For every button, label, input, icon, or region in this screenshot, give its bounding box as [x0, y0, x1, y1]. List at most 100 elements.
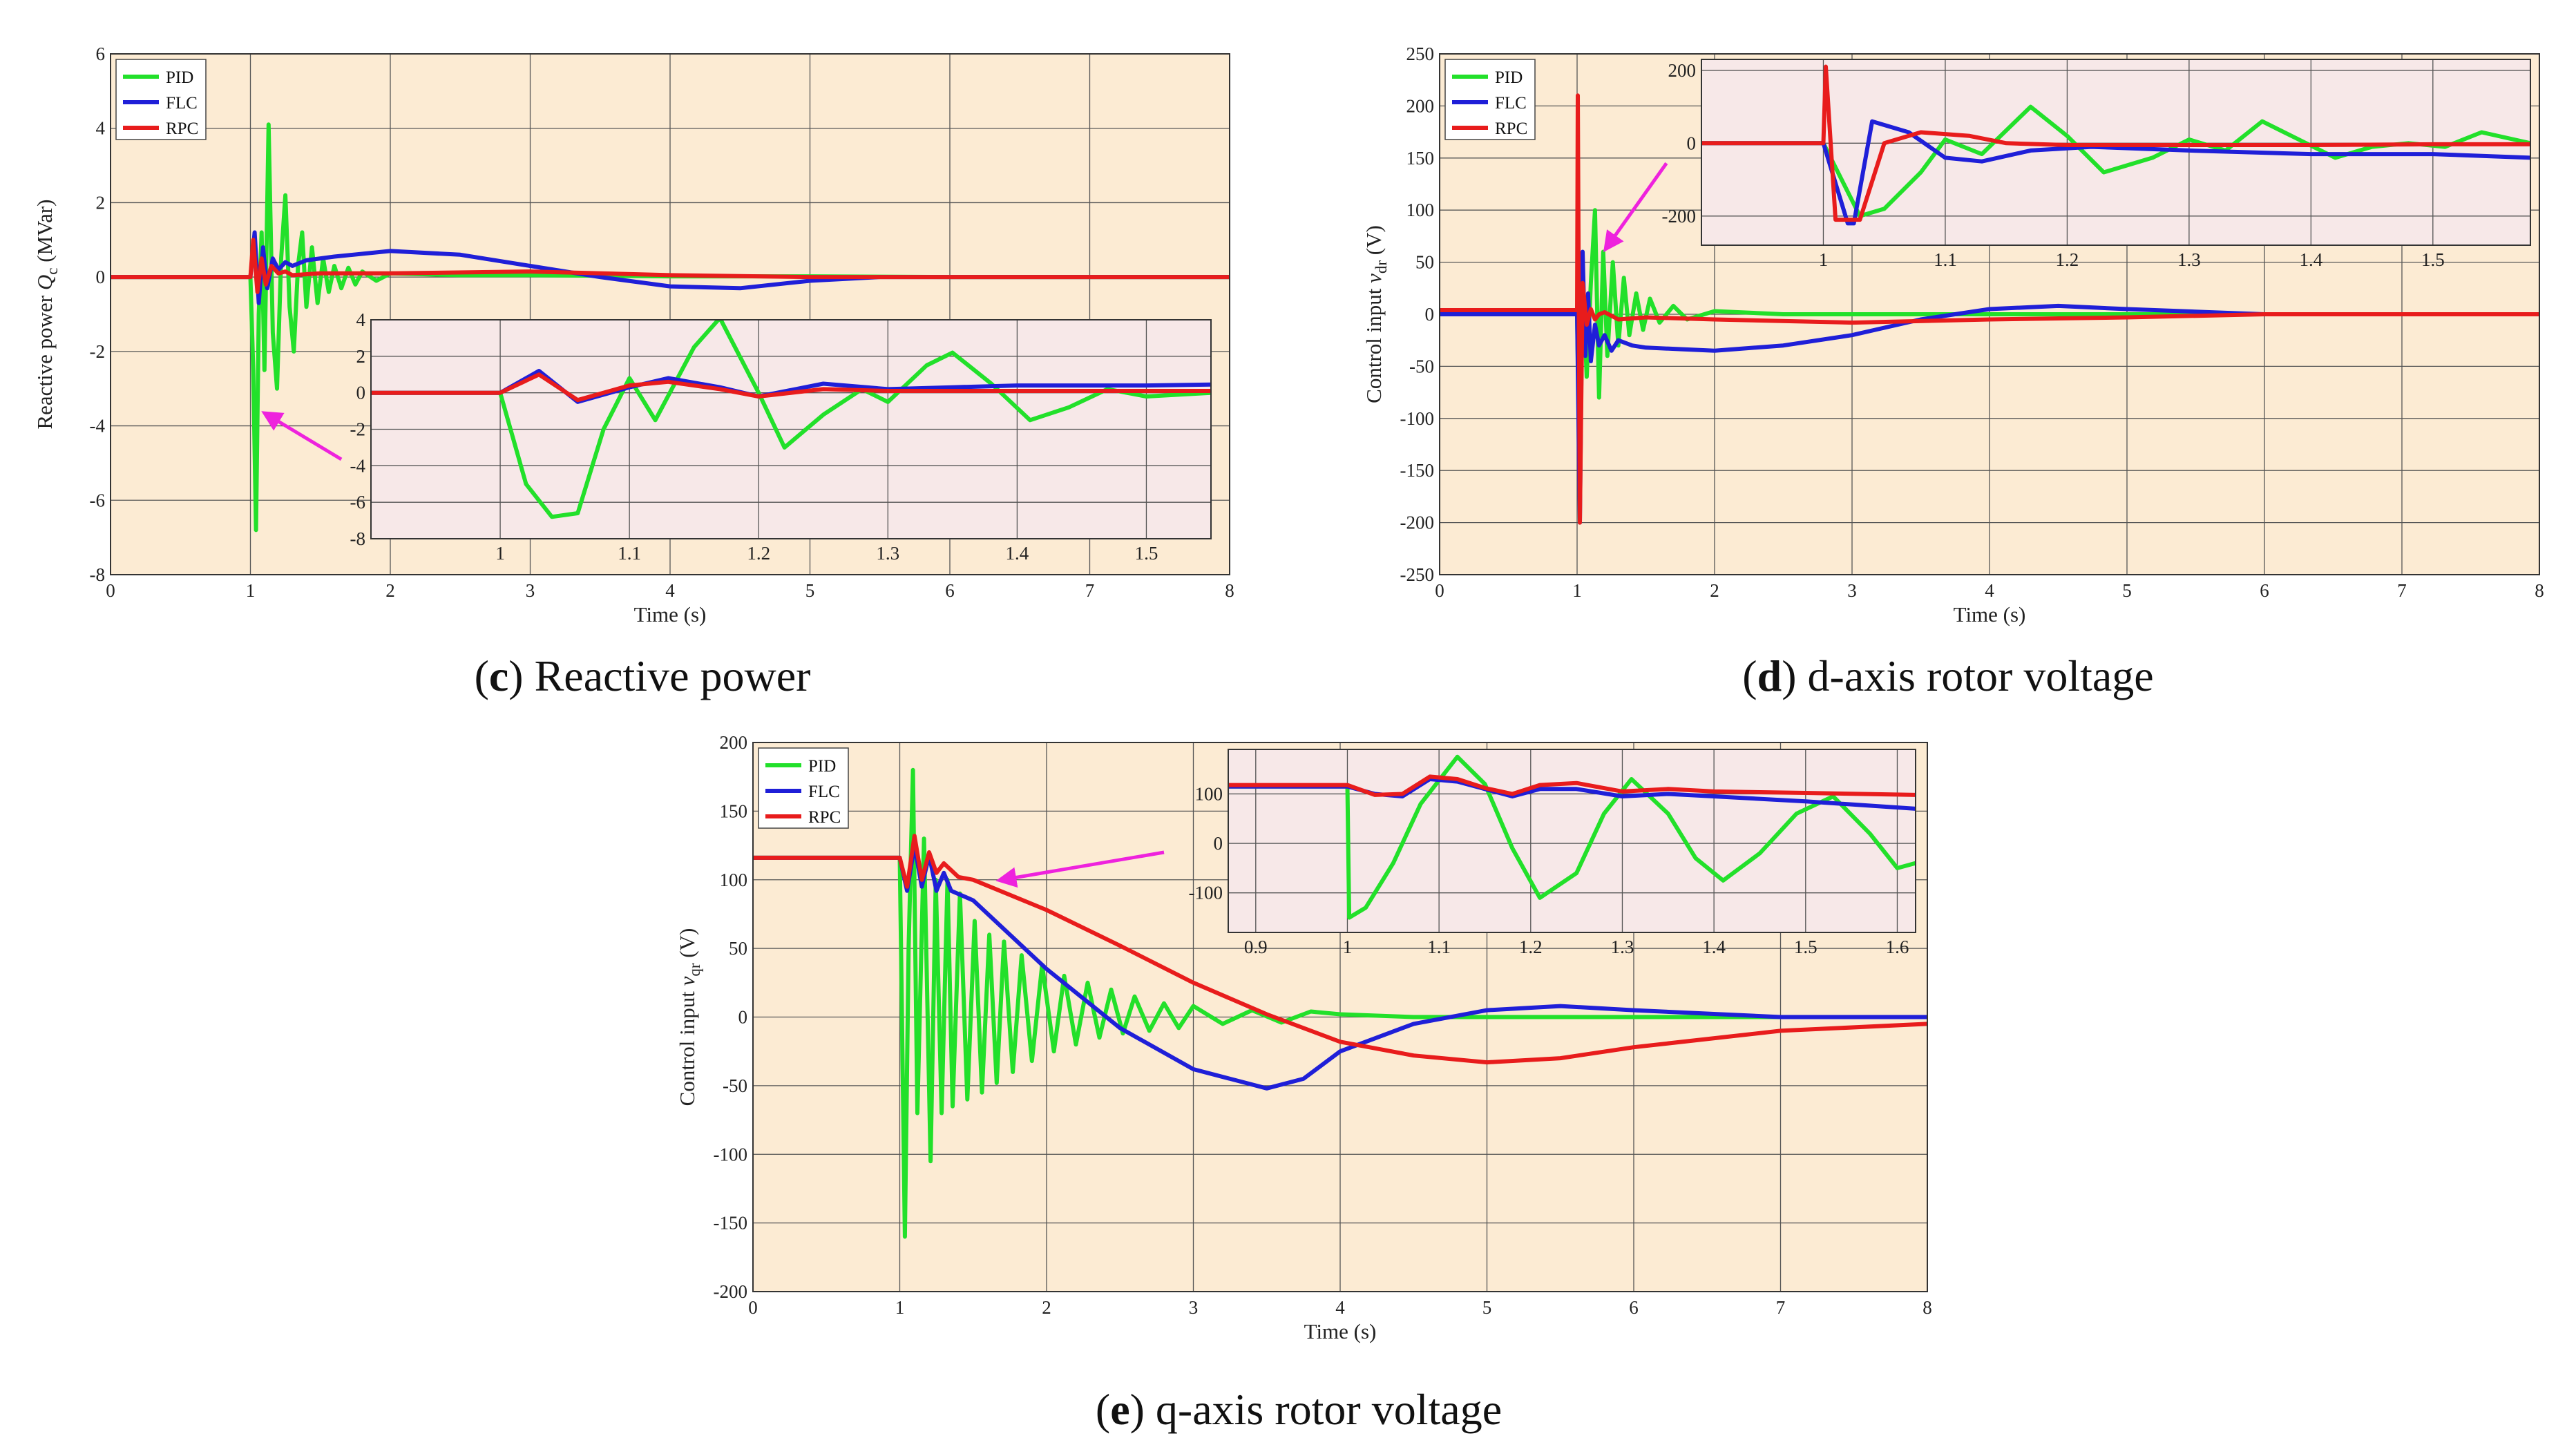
chart-c-inset-xtick-label-5: 1.5: [1135, 543, 1158, 564]
chart-e-ytick-label-8: 200: [720, 732, 748, 753]
chart-e-ytick-label-6: 100: [720, 870, 748, 890]
chart-d-legend: PID FLC RPC: [1444, 59, 1536, 140]
chart-c-inset-ytick-label-2: -4: [350, 455, 366, 476]
chart-d-xlabel: Time (s): [1954, 602, 2026, 626]
chart-d-ytick-label-10: 250: [1406, 44, 1435, 64]
chart-c-inset-ytick-label-3: -2: [350, 419, 366, 440]
chart-c-xtick-label-4: 4: [665, 580, 675, 601]
chart-e-inset-series-pid: [1228, 754, 1916, 920]
chart-d-inset-xtick-label-5: 1.5: [2421, 249, 2445, 270]
chart-c-ytick-label-2: -4: [90, 416, 106, 437]
chart-e-xtick-label-1: 1: [895, 1297, 905, 1318]
chart-d-xtick-label-0: 0: [1435, 580, 1444, 601]
reactive-power-chart: 0 1 2 3 4 5 6 7 8 -8 -6 -4 -2 0 2 4 6 Time (s) Reactive po…: [32, 44, 1234, 626]
chart-e-inset-xtick-label-2: 1.1: [1427, 937, 1451, 957]
chart-c-series-rpc: [111, 238, 1230, 294]
chart-d-inset-xtick-label-1: 1.1: [1934, 249, 1957, 270]
chart-c-ylabel: Reactive power Qc (MVar): [32, 199, 61, 429]
chart-e-inset-frame: [1228, 749, 1916, 933]
chart-c-inset-ytick-label-5: 2: [356, 346, 366, 367]
chart-c-legend-label-pid: PID: [166, 68, 193, 87]
chart-c-series-pid: [111, 122, 1230, 533]
chart-c-inset-xtick-label-2: 1.2: [747, 543, 770, 564]
caption-e: (e) q-axis rotor voltage: [1096, 1385, 1502, 1434]
chart-d-ytick-label-0: -250: [1400, 564, 1435, 585]
chart-d-inset-xtick-label-0: 1: [1819, 249, 1829, 270]
chart-d-inset-xtick-label-3: 1.3: [2177, 249, 2201, 270]
chart-d-inset-frame: [1701, 59, 2531, 246]
caption-c: (c) Reactive power: [475, 651, 811, 700]
chart-d-pointer-arrow: [1603, 162, 1668, 253]
chart-c-xtick-label-7: 7: [1085, 580, 1095, 601]
chart-e-legend-label-rpc: RPC: [808, 808, 841, 827]
chart-c-ylabel-var: Q: [32, 275, 57, 290]
chart-e-inset-xtick-label-4: 1.3: [1611, 937, 1634, 957]
chart-c-xtick-label-1: 1: [246, 580, 256, 601]
chart-d-inset-series-rpc: [1701, 64, 2530, 222]
chart-e-xtick-label-4: 4: [1335, 1297, 1345, 1318]
chart-d-ylabel-var: v: [1362, 274, 1386, 283]
chart-d-xtick-label-4: 4: [1985, 580, 1994, 601]
chart-e-legend-label-pid: PID: [808, 757, 836, 776]
chart-d-inset: 1 1.1 1.2 1.3 1.4 1.5 -200 0 200: [1662, 59, 2531, 270]
q-axis-rotor-voltage-chart: 0 1 2 3 4 5 6 7 8 -200 -150 -100 -50 0 50 100 150 200 Time…: [675, 732, 1932, 1343]
chart-c-ytick-label-7: 6: [96, 44, 106, 64]
chart-c-inset-xtick-label-1: 1.1: [618, 543, 641, 564]
chart-e-legend: PID FLC RPC: [758, 747, 849, 829]
chart-d-ylabel: Control input vdr (V): [1362, 225, 1390, 403]
chart-e-ylabel-unit: (V): [675, 928, 699, 964]
chart-e-series-rpc: [753, 834, 1927, 1065]
chart-e-ylabel-main: Control input: [675, 986, 699, 1106]
chart-d-frame: [1439, 53, 2540, 575]
chart-d-ylabel-sub: dr: [1373, 260, 1390, 274]
chart-e-inset-xtick-label-1: 1: [1343, 937, 1353, 957]
chart-d-inset-ytick-label-1: 0: [1687, 133, 1697, 153]
chart-e-inset-xtick-label-6: 1.5: [1794, 937, 1817, 957]
chart-e-inset-ytick-label-1: 0: [1214, 833, 1223, 854]
chart-e-frame: [752, 742, 1928, 1292]
chart-e-xtick-label-7: 7: [1776, 1297, 1786, 1318]
chart-e-xlabel: Time (s): [1304, 1319, 1377, 1343]
chart-e-ytick-label-2: -100: [714, 1144, 748, 1165]
chart-d-inset-ytick-label-2: 200: [1668, 60, 1697, 81]
chart-d-ytick-label-1: -200: [1400, 512, 1435, 533]
chart-d-ytick-label-3: -100: [1400, 408, 1435, 429]
chart-e-inset-plot-area: [1228, 749, 1916, 932]
chart-c-inset-frame: [370, 319, 1212, 539]
chart-d-ytick-label-8: 150: [1406, 148, 1435, 169]
chart-c-inset-ytick-label-1: -6: [350, 492, 366, 512]
chart-c-ylabel-unit: (MVar): [32, 199, 57, 267]
chart-c-inset-ytick-label-4: 0: [356, 383, 366, 403]
chart-c-inset-series-rpc: [371, 372, 1211, 403]
chart-e-xtick-label-0: 0: [748, 1297, 758, 1318]
chart-d-xtick-label-6: 6: [2260, 580, 2269, 601]
chart-d-series-rpc: [1440, 93, 2539, 525]
chart-e-xtick-label-2: 2: [1042, 1297, 1051, 1318]
chart-d-ytick-label-6: 50: [1415, 252, 1434, 273]
chart-d-ytick-label-2: -150: [1400, 460, 1435, 481]
chart-e-inset-ytick-label-0: -100: [1189, 883, 1223, 903]
chart-c-ytick-label-6: 4: [96, 118, 106, 139]
chart-d-xtick-label-8: 8: [2535, 580, 2544, 601]
chart-e-inset-series-rpc: [1228, 774, 1916, 797]
chart-d-ytick-label-9: 200: [1406, 95, 1435, 116]
chart-c-inset-ytick-label-0: -8: [350, 528, 366, 549]
chart-e-inset-xtick-label-7: 1.6: [1886, 937, 1909, 957]
chart-d-ylabel-main: Control input: [1362, 283, 1386, 403]
chart-d-xtick-label-2: 2: [1710, 580, 1719, 601]
chart-e-ytick-label-0: -200: [714, 1281, 748, 1302]
chart-c-inset-series-pid: [371, 320, 1211, 519]
chart-d-ytick-label-4: -50: [1409, 356, 1434, 376]
d-axis-rotor-voltage-chart: 0 1 2 3 4 5 6 7 8 -250 -200 -150 -100 -50 0 50 100 150 200…: [1362, 44, 2544, 626]
chart-c-xtick-label-0: 0: [106, 580, 115, 601]
chart-e-legend-box: [758, 747, 849, 829]
chart-e-ytick-label-3: -50: [723, 1075, 747, 1096]
chart-c-inset: 1 1.1 1.2 1.3 1.4 1.5 -8 -6 -4 -2 0 2 4: [350, 309, 1212, 564]
chart-e-xtick-label-8: 8: [1923, 1297, 1932, 1318]
chart-c-inset-xtick-label-4: 1.4: [1006, 543, 1029, 564]
chart-d-xtick-label-1: 1: [1572, 580, 1582, 601]
chart-e-inset: 0.9 1 1.1 1.2 1.3 1.4 1.5 1.6 -100 0 100: [1189, 749, 1916, 957]
chart-e-ylabel-sub: qr: [686, 963, 703, 977]
chart-c-legend-label-rpc: RPC: [166, 119, 198, 138]
